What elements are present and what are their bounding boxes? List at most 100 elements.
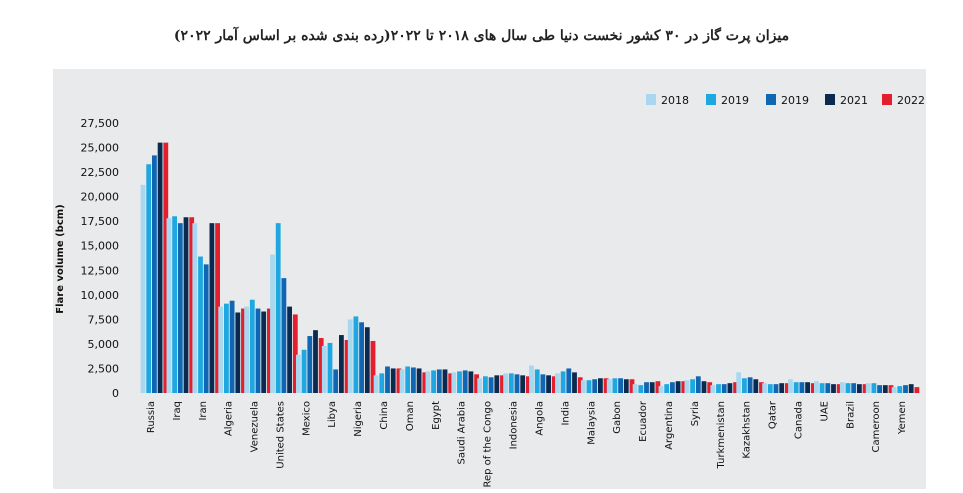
bar <box>675 381 681 393</box>
bar <box>903 385 908 393</box>
bar <box>695 376 701 393</box>
x-tick-label: Canada <box>794 401 805 439</box>
bar <box>500 375 505 393</box>
bar <box>592 379 598 393</box>
bar <box>681 381 687 393</box>
bar <box>707 382 713 393</box>
bar <box>526 376 531 393</box>
bar <box>379 373 385 393</box>
bar <box>727 383 733 393</box>
bar <box>209 223 215 393</box>
bar <box>281 278 287 393</box>
x-tick-label: Oman <box>405 401 416 431</box>
x-tick-label: Russia <box>146 401 157 433</box>
bar <box>287 306 292 393</box>
bar <box>658 386 664 393</box>
bar <box>339 335 344 393</box>
x-tick-label: Nigeria <box>353 401 364 437</box>
bar <box>908 384 914 393</box>
x-tick-label: Cameroon <box>871 401 882 452</box>
bar <box>146 164 152 393</box>
bar <box>255 308 261 393</box>
legend-swatch <box>825 94 835 105</box>
bar <box>762 383 767 393</box>
legend-label: 2022 <box>897 94 925 107</box>
bar <box>229 300 235 393</box>
bar <box>629 379 635 393</box>
bar <box>431 370 436 393</box>
legend-label: 2018 <box>661 94 689 107</box>
bar <box>819 383 825 393</box>
x-tick-label: Indonesia <box>509 401 520 449</box>
bar <box>514 374 520 393</box>
x-tick-label: Saudi Arabia <box>457 401 468 464</box>
bar <box>831 384 836 393</box>
bar <box>364 327 370 393</box>
bar <box>385 366 390 393</box>
y-tick-label: 7,500 <box>88 313 120 326</box>
bar <box>503 373 508 393</box>
bar <box>215 223 220 393</box>
bar-group <box>140 142 920 393</box>
x-tick-label: Algeria <box>224 401 235 436</box>
bar <box>436 369 442 393</box>
bar <box>785 383 790 393</box>
bar <box>577 377 583 393</box>
bar <box>836 384 842 393</box>
bar <box>742 378 747 393</box>
x-tick-label: Syria <box>690 401 701 426</box>
flare-volume-bar-chart: Flare volume (bcm) 0 2,500 5,000 7,500 10,00… <box>55 94 925 488</box>
bar <box>261 311 267 393</box>
bar <box>166 218 172 393</box>
bar <box>218 306 224 393</box>
bar <box>684 380 690 393</box>
bar <box>483 376 488 393</box>
x-tick-label: UAE <box>819 401 830 421</box>
y-axis-label: Flare volume (bcm) <box>55 204 66 313</box>
legend-label: 2019 <box>721 94 749 107</box>
bar <box>189 217 195 393</box>
bar <box>152 155 157 393</box>
bar <box>623 379 629 393</box>
x-tick-label: Gabon <box>612 401 623 434</box>
bar <box>664 384 670 393</box>
bar <box>566 368 572 393</box>
bar <box>307 336 313 393</box>
x-tick-label: Turkmenistan <box>716 401 727 469</box>
bar <box>793 382 799 393</box>
bar <box>799 382 805 393</box>
y-tick-label: 5,000 <box>88 338 120 351</box>
x-tick-label: Mexico <box>301 401 312 436</box>
x-tick-label: Rep of the Congo <box>483 401 494 488</box>
bar <box>411 367 416 393</box>
y-tick-label: 10,000 <box>81 289 120 302</box>
x-tick-label: Ecuador <box>638 400 649 442</box>
bar <box>425 371 431 393</box>
bar <box>318 338 324 393</box>
bar <box>767 384 773 393</box>
bar <box>857 384 862 393</box>
bar <box>670 382 675 393</box>
bar <box>649 382 655 393</box>
bar <box>845 383 851 393</box>
legend-label: 2021 <box>840 94 868 107</box>
page-title: میزان پرت گاز در ۳۰ کشور نخست دنیا طی سا… <box>173 28 790 44</box>
bar <box>733 382 738 393</box>
bar <box>716 384 721 393</box>
legend-swatch <box>706 94 716 105</box>
bar <box>710 385 716 393</box>
legend-swatch <box>646 94 656 105</box>
bar <box>373 375 379 393</box>
x-tick-label: Qatar <box>768 400 779 429</box>
bar <box>897 386 903 393</box>
bar <box>198 256 203 393</box>
bar <box>442 369 448 393</box>
bar <box>891 387 897 393</box>
bar <box>327 342 333 393</box>
bar <box>344 339 350 393</box>
bar <box>560 371 566 393</box>
bar <box>244 306 249 393</box>
y-tick-label: 22,500 <box>81 166 120 179</box>
bar <box>157 142 163 393</box>
bar <box>877 385 882 393</box>
